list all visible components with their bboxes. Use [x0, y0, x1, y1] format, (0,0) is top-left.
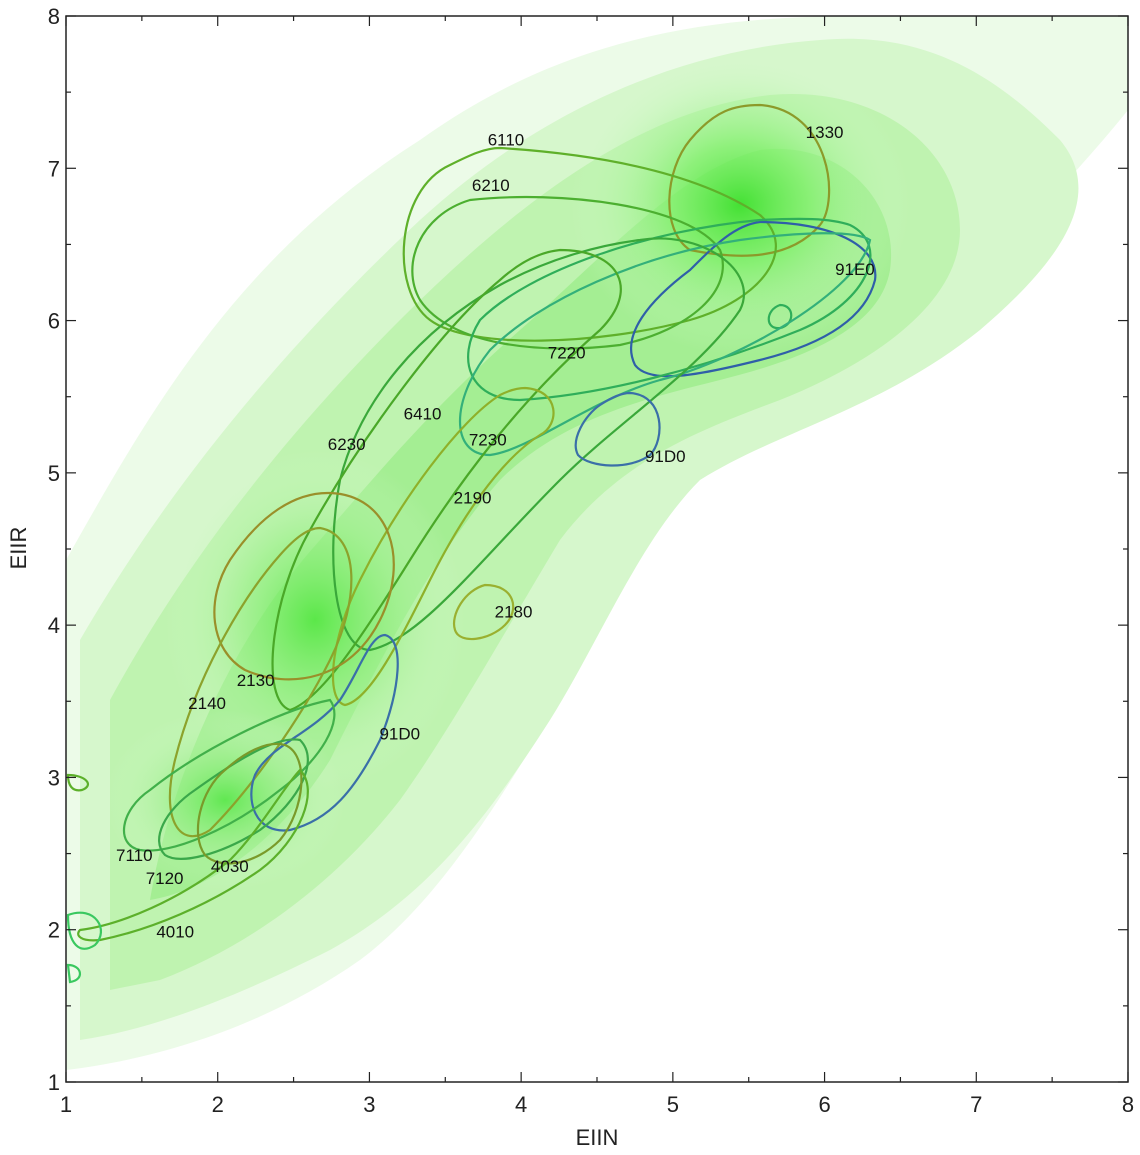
x-tick-label: 5: [667, 1092, 679, 1117]
contour-label-7230: 7230: [469, 430, 507, 449]
contour-label-4010: 4010: [156, 922, 194, 941]
contour-label-1330: 1330: [806, 123, 844, 142]
contour-line-edge-3: [66, 963, 81, 984]
contour-line-2140: [168, 526, 353, 838]
axis-tick-labels: 1 2 3 4 5 6 7 8 1 2 3 4 5 6 7 8: [48, 4, 1134, 1117]
y-tick-label: 1: [48, 1070, 60, 1095]
contour-label-6230: 6230: [328, 435, 366, 454]
x-tick-label: 2: [212, 1092, 224, 1117]
y-tick-label: 3: [48, 765, 60, 790]
x-tick-label: 7: [970, 1092, 982, 1117]
x-axis-title: EIIN: [576, 1125, 619, 1150]
contour-label-6210: 6210: [472, 176, 510, 195]
contour-line-edge-2: [66, 911, 102, 950]
x-tick-label: 6: [818, 1092, 830, 1117]
contour-label-4030: 4030: [211, 857, 249, 876]
y-axis-title: EIIR: [6, 527, 31, 570]
contour-label-91D0: 91D0: [645, 447, 686, 466]
y-tick-label: 5: [48, 461, 60, 486]
contour-line-6210: [411, 195, 724, 350]
contour-line-4010: [77, 768, 309, 942]
y-tick-label: 2: [48, 918, 60, 943]
x-tick-label: 8: [1122, 1092, 1134, 1117]
contour-line-7220: [467, 217, 872, 402]
contour-label-91E0: 91E0: [835, 260, 875, 279]
contour-label-91D0: 91D0: [379, 724, 420, 743]
contour-label-6110: 6110: [488, 130, 525, 149]
contour-label-2180: 2180: [495, 603, 533, 622]
y-tick-label: 7: [48, 156, 60, 181]
x-tick-label: 4: [515, 1092, 527, 1117]
x-tick-label: 3: [363, 1092, 375, 1117]
contour-label-7120: 7120: [146, 869, 184, 888]
contour-line-7110: [122, 698, 336, 852]
contour-label-7110: 7110: [116, 846, 153, 865]
y-tick-label: 6: [48, 309, 60, 334]
contour-line-91D0-upper: [574, 391, 661, 467]
contour-line-6230: [271, 248, 622, 712]
contour-line-2180: [452, 583, 515, 641]
contour-line-2130: [213, 491, 395, 681]
density-peak-upper: [570, 55, 910, 355]
contour-label-6410: 6410: [404, 405, 442, 424]
axis-ticks: [65, 15, 1129, 1083]
y-tick-label: 8: [48, 4, 60, 29]
x-tick-label: 1: [60, 1092, 72, 1117]
contour-labels: 1330 6110 6210 91E0 7220 6410 7230 6230 91D0 2190…: [116, 123, 875, 941]
contour-line-91E0: [629, 220, 877, 378]
contour-label-7220: 7220: [548, 344, 586, 363]
contour-line-edge-1: [66, 773, 89, 792]
contour-line-6110: [402, 146, 777, 342]
contour-line-2190: [331, 386, 555, 707]
contour-label-2190: 2190: [454, 488, 492, 507]
contour-line-4030: [196, 742, 303, 865]
density-background: [66, 16, 1128, 1070]
contour-label-2140: 2140: [188, 694, 226, 713]
y-tick-label: 4: [48, 613, 60, 638]
contour-lines: [66, 103, 877, 984]
contour-label-2130: 2130: [237, 671, 275, 690]
